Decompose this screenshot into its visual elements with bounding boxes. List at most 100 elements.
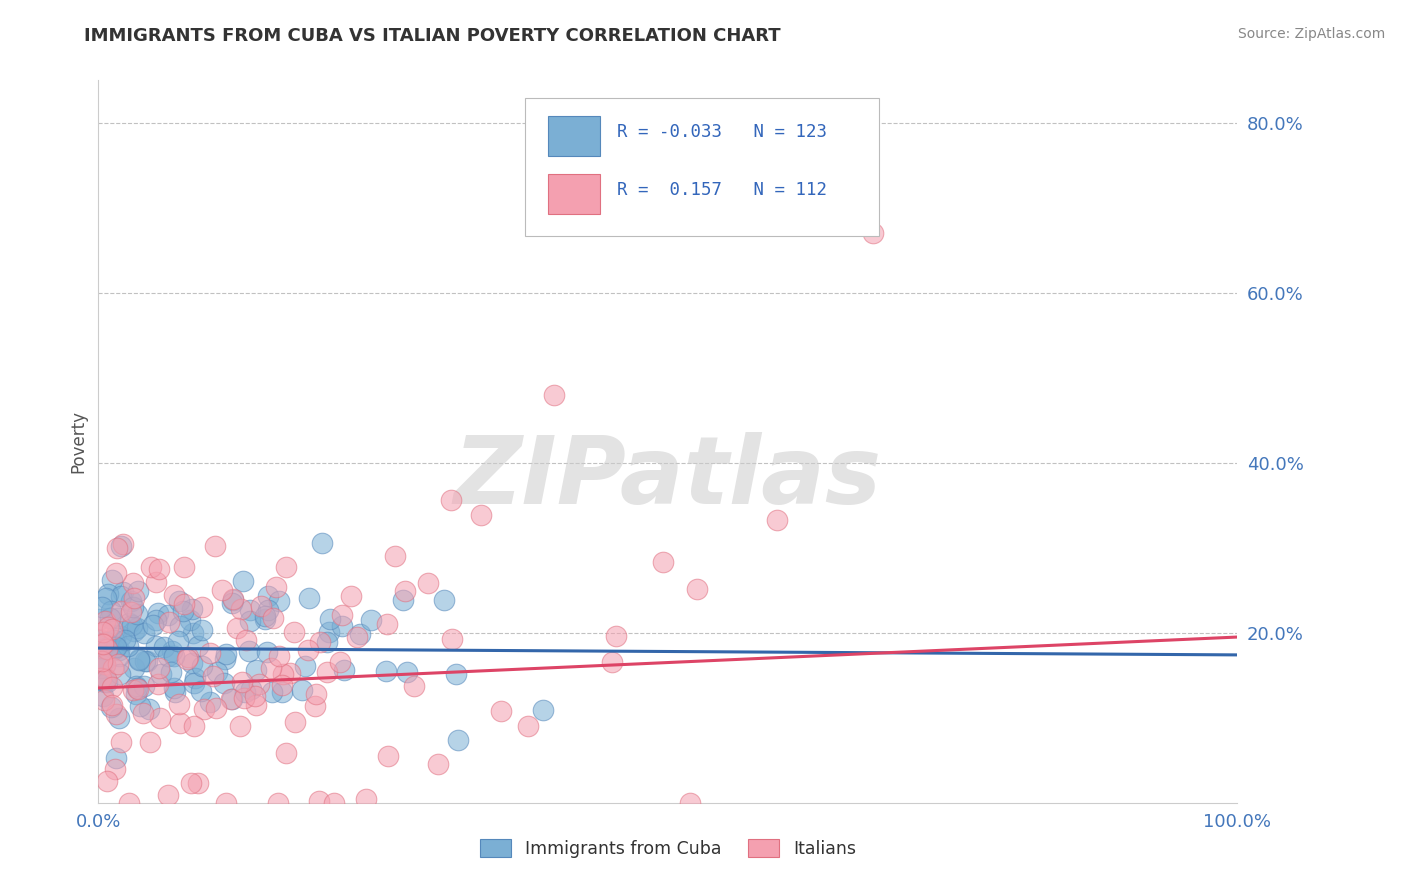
Point	[167, 633, 190, 648]
Point	[416, 575, 439, 590]
Point	[90, 671, 112, 685]
Bar	[548, 116, 599, 156]
Point	[90, 660, 112, 674]
Point	[329, 656, 352, 670]
Point	[600, 655, 623, 669]
Point	[103, 642, 125, 657]
Point	[145, 640, 167, 654]
Point	[148, 676, 170, 690]
Point	[377, 749, 399, 764]
Point	[862, 227, 884, 241]
Point	[132, 626, 155, 640]
Point	[489, 704, 512, 718]
Point	[266, 796, 288, 810]
Point	[254, 609, 277, 624]
Point	[167, 594, 190, 608]
Point	[190, 683, 212, 698]
Point	[284, 715, 307, 730]
Point	[145, 613, 167, 627]
Point	[162, 644, 184, 658]
Point	[402, 680, 425, 694]
Point	[543, 388, 565, 402]
Point	[219, 691, 242, 706]
Point	[105, 541, 128, 555]
Point	[122, 660, 145, 674]
Point	[108, 649, 131, 664]
Point	[89, 612, 111, 626]
Point	[96, 635, 118, 649]
Point	[160, 665, 183, 679]
Point	[243, 689, 266, 703]
Text: IMMIGRANTS FROM CUBA VS ITALIAN POVERTY CORRELATION CHART: IMMIGRANTS FROM CUBA VS ITALIAN POVERTY …	[84, 27, 780, 45]
Point	[187, 639, 209, 653]
Point	[260, 685, 283, 699]
Point	[94, 614, 117, 628]
Point	[247, 677, 270, 691]
Point	[128, 653, 150, 667]
Point	[167, 697, 190, 711]
Point	[201, 669, 224, 683]
Point	[110, 735, 132, 749]
Point	[94, 657, 117, 671]
Point	[139, 560, 162, 574]
Point	[91, 636, 114, 650]
Point	[157, 608, 180, 623]
Point	[110, 604, 132, 618]
Point	[245, 663, 267, 677]
Point	[91, 689, 114, 703]
Point	[319, 612, 342, 626]
Y-axis label: Poverty: Poverty	[69, 410, 87, 473]
Point	[90, 633, 112, 648]
Point	[132, 679, 155, 693]
Point	[204, 539, 226, 553]
Point	[93, 658, 115, 673]
Point	[274, 559, 297, 574]
Point	[111, 585, 134, 599]
Point	[239, 615, 262, 629]
Point	[173, 559, 195, 574]
Point	[108, 711, 131, 725]
Text: R =  0.157   N = 112: R = 0.157 N = 112	[617, 181, 827, 199]
Point	[229, 719, 252, 733]
Point	[305, 687, 328, 701]
Point	[104, 628, 127, 642]
Point	[127, 682, 149, 697]
Point	[148, 562, 170, 576]
Point	[215, 796, 238, 810]
Point	[105, 566, 128, 580]
Point	[91, 641, 114, 656]
Text: Source: ZipAtlas.com: Source: ZipAtlas.com	[1237, 27, 1385, 41]
Point	[517, 719, 540, 733]
Bar	[548, 174, 599, 214]
Point	[181, 657, 204, 671]
Point	[90, 599, 112, 614]
Point	[354, 792, 377, 806]
Point	[107, 611, 129, 625]
Point	[304, 699, 326, 714]
Point	[96, 591, 118, 605]
Point	[96, 773, 118, 788]
Point	[105, 707, 128, 722]
Point	[269, 593, 291, 607]
Point	[332, 619, 354, 633]
Point	[605, 629, 627, 643]
Point	[235, 633, 257, 648]
Point	[441, 632, 464, 646]
Point	[139, 734, 162, 748]
Point	[96, 641, 118, 656]
Legend: Immigrants from Cuba, Italians: Immigrants from Cuba, Italians	[471, 830, 865, 866]
Point	[132, 706, 155, 721]
Point	[214, 652, 236, 666]
Point	[100, 699, 122, 714]
Point	[271, 667, 294, 681]
Point	[271, 678, 294, 692]
Point	[94, 673, 117, 688]
Point	[221, 691, 243, 706]
Point	[142, 617, 165, 632]
Point	[205, 665, 228, 680]
Point	[107, 657, 129, 671]
Point	[231, 675, 253, 690]
Point	[134, 654, 156, 668]
Point	[262, 610, 284, 624]
Point	[212, 676, 235, 690]
